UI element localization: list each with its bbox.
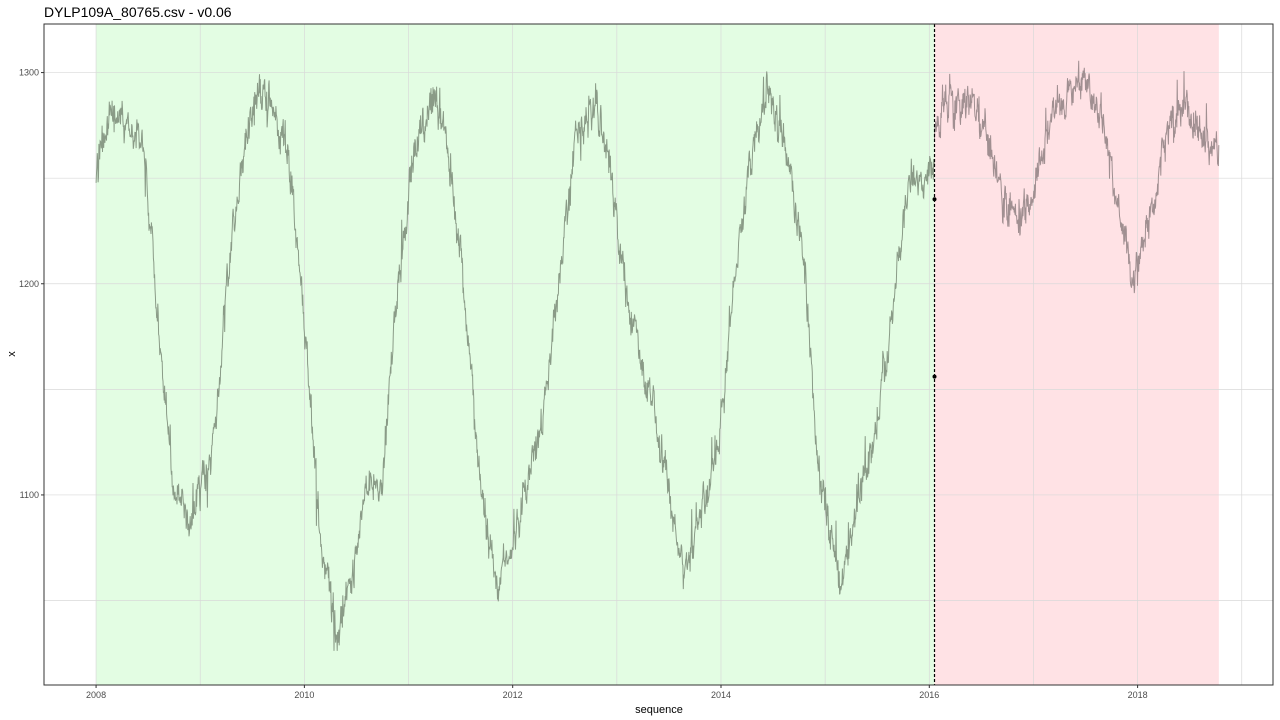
train-region [96,24,935,685]
x-tick-label: 2010 [294,690,314,700]
x-tick-label: 2016 [919,690,939,700]
y-axis: 1100 1200 1300 [19,68,44,500]
regions-layer [96,24,1219,685]
train-series-line [95,71,935,651]
test-series-line [934,60,1220,294]
split-layer [932,24,937,685]
y-tick-label: 1300 [19,68,39,78]
y-tick-label: 1200 [19,279,39,289]
x-tick-label: 2014 [711,690,731,700]
x-tick-label: 2018 [1128,690,1148,700]
x-axis: 2008 2010 2012 2014 2016 2018 [86,685,1148,700]
grid-layer [44,24,1273,685]
x-tick-label: 2008 [86,690,106,700]
split-marker [932,374,937,379]
test-region [934,24,1219,685]
x-axis-title: sequence [635,704,683,716]
x-tick-label: 2012 [503,690,523,700]
y-tick-label: 1100 [20,490,39,500]
panel-border [43,23,1274,686]
y-axis-title: x [6,351,18,357]
chart-title: DYLP109A_80765.csv - v0.06 [44,4,232,20]
split-marker [932,197,937,202]
series-layer [95,60,1220,651]
